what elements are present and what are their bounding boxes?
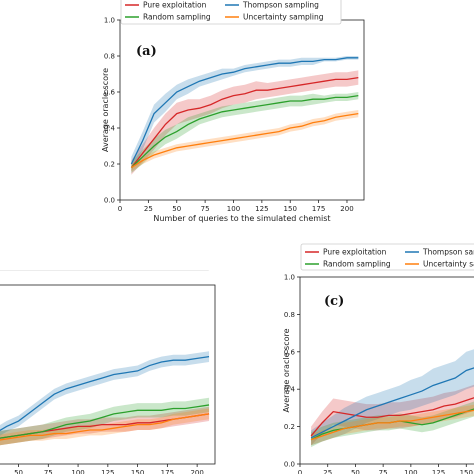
legend-entry-thompson: Thompson sampling: [242, 1, 319, 10]
panel-label: (c): [324, 294, 344, 309]
legend-entry-uncertainty: Uncertainty sampling: [243, 13, 324, 22]
x-tick-label: 75: [201, 205, 210, 213]
series-line-uncertainty: [131, 112, 359, 169]
y-tick-label: 0.6: [104, 89, 116, 97]
x-tick-label: 75: [379, 469, 388, 474]
x-tick-label: 50: [172, 205, 181, 213]
y-tick-label: 0.8: [104, 53, 115, 61]
x-tick-label: 125: [255, 205, 268, 213]
axes-frame: [0, 284, 216, 465]
x-tick-label: 25: [144, 205, 153, 213]
x-tick-label: 50: [351, 469, 360, 474]
series-band-thompson: [131, 56, 359, 172]
x-tick-label: 150: [284, 205, 297, 213]
series-band-uncertainty: [0, 408, 210, 446]
x-tick-label: 125: [432, 469, 445, 474]
chart-panel-3: 02550751001251500.00.20.40.60.81.0Number…: [282, 243, 474, 474]
x-tick-label: 150: [460, 469, 473, 474]
y-tick-label: 1.0: [284, 274, 295, 282]
x-tick-label: 125: [101, 469, 114, 474]
y-tick-label: 0.0: [284, 461, 295, 469]
x-tick-label: 175: [312, 205, 325, 213]
x-tick-label: 25: [323, 469, 332, 474]
chart-panel-2: 5075100125150175200Number of queries to …: [0, 248, 216, 474]
series-line-thompson: [310, 367, 474, 439]
series-line-uncertainty: [310, 409, 474, 441]
legend-entry-random: Random sampling: [143, 13, 211, 22]
legend-entry-pure: Pure exploitation: [12, 248, 76, 257]
y-tick-label: 0.8: [284, 311, 295, 319]
legend-box: [300, 243, 474, 271]
y-tick-label: 0.4: [284, 386, 296, 394]
x-tick-label: 100: [227, 205, 240, 213]
x-tick-label: 150: [131, 469, 144, 474]
x-tick-label: 50: [14, 469, 23, 474]
plot-data: [0, 351, 210, 446]
legend-entry-pure: Pure exploitation: [143, 1, 207, 10]
y-tick-label: 0.4: [104, 125, 116, 133]
series-band-uncertainty: [131, 110, 359, 172]
y-tick-label: 1.0: [104, 17, 115, 25]
x-axis-label: Number of queries to the simulated chemi…: [153, 214, 330, 223]
x-tick-label: 75: [44, 469, 53, 474]
panel-clipped-group: 02550751001251500.00.20.40.60.81.0Number…: [282, 243, 474, 474]
series-line-thompson: [0, 355, 210, 432]
x-tick-label: 175: [161, 469, 174, 474]
y-tick-label: 0.2: [284, 423, 295, 431]
series-band-thompson: [311, 349, 474, 446]
x-tick-label: 0: [118, 205, 122, 213]
series-band-uncertainty: [311, 404, 474, 446]
y-tick-label: 0.6: [284, 348, 296, 356]
chart-panel-1: 0 25 50 75 100 125 150 175 200 0.0 0.2 0.4 0.6 0.8 1.0…: [101, 0, 365, 223]
series-line-pure: [130, 76, 359, 169]
x-tick-label: 100: [404, 469, 417, 474]
y-tick-label: 0.2: [104, 161, 115, 169]
legend-entry-random: Random sampling: [323, 260, 391, 269]
legend-entry-random: Random sampling: [12, 260, 80, 269]
y-tick-label: 0.0: [104, 197, 115, 205]
legend-entry-thompson: Thompson sampling: [422, 248, 474, 257]
series-band-random: [311, 401, 474, 448]
panel-clipped-group: 5075100125150175200Number of queries to …: [0, 248, 216, 474]
legend-entry-uncertainty: Uncertainty sampling: [110, 260, 191, 269]
legend-entry-thompson: Thompson sampling: [109, 248, 186, 257]
series-line-random: [0, 404, 210, 439]
x-tick-label: 0: [298, 469, 302, 474]
legend-entry-uncertainty: Uncertainty sampling: [423, 260, 474, 269]
legend-box: [120, 0, 342, 25]
plot-data: [130, 56, 359, 175]
plot-data: [310, 349, 474, 448]
legend-entry-pure: Pure exploitation: [323, 248, 387, 257]
series-line-uncertainty: [0, 413, 210, 441]
series-line-random: [130, 94, 359, 169]
x-tick-label: 200: [190, 469, 203, 474]
series-band-pure: [131, 70, 359, 175]
y-axis-label: Average oracle score: [101, 68, 110, 152]
y-axis-label: Average oracle score: [282, 328, 291, 412]
axes-frame: [299, 276, 474, 465]
series-band-pure: [0, 406, 210, 446]
x-tick-label: 100: [71, 469, 84, 474]
legend-box: [0, 270, 210, 271]
series-line-thompson: [130, 57, 359, 165]
panel-label: (a): [136, 44, 157, 59]
series-line-pure: [310, 397, 474, 437]
x-tick-label: 200: [340, 205, 353, 213]
